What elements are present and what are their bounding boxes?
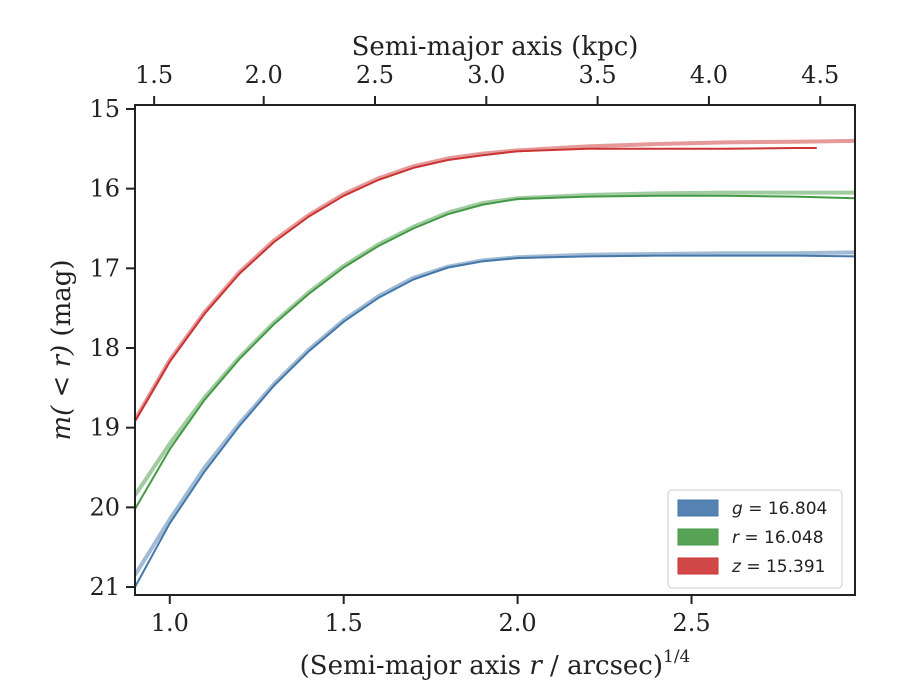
series-z-model-line bbox=[133, 138, 856, 421]
y-tick-label: 15 bbox=[89, 95, 120, 123]
y-tick-label: 18 bbox=[89, 334, 120, 362]
top-x-tick-label: 2.0 bbox=[245, 61, 283, 89]
plot-frame bbox=[134, 104, 856, 596]
top-x-axis: 1.5 2.0 2.5 3.0 3.5 4.0 4.5 bbox=[135, 61, 839, 105]
x-tick-label: 2.0 bbox=[499, 609, 537, 637]
series-g bbox=[133, 250, 856, 588]
series-z bbox=[133, 138, 856, 422]
x-axis: 1.0 1.5 2.0 2.5 bbox=[151, 595, 711, 637]
y-tick-label: 17 bbox=[89, 254, 120, 282]
y-axis: 15 16 17 18 19 20 21 bbox=[89, 95, 135, 601]
legend-swatch-r bbox=[677, 528, 719, 546]
series-g-model-line bbox=[133, 250, 856, 577]
y-tick-label: 21 bbox=[89, 573, 120, 601]
y-axis-title: m( < r) (mag) bbox=[47, 259, 77, 440]
y-tick-label: 20 bbox=[89, 493, 120, 521]
x-tick-label: 2.5 bbox=[672, 609, 710, 637]
top-x-tick-label: 3.5 bbox=[579, 61, 617, 89]
top-x-tick-label: 2.5 bbox=[356, 61, 394, 89]
legend-label-r: r = 16.048 bbox=[732, 528, 824, 548]
legend-swatch-g bbox=[677, 499, 719, 517]
y-tick-label: 16 bbox=[89, 175, 120, 203]
series-r bbox=[133, 190, 856, 510]
legend-label-z: z = 15.391 bbox=[731, 557, 825, 577]
series-r-profile-line bbox=[134, 194, 856, 510]
x-tick-label: 1.5 bbox=[325, 609, 363, 637]
x-tick-label: 1.0 bbox=[151, 609, 189, 637]
top-x-axis-title: Semi-major axis (kpc) bbox=[352, 32, 639, 62]
legend: g = 16.804 r = 16.048 z = 15.391 bbox=[667, 489, 843, 589]
top-x-tick-label: 3.0 bbox=[467, 61, 505, 89]
series-g-profile-line bbox=[134, 254, 856, 588]
series-r-model-line bbox=[133, 190, 855, 497]
top-x-tick-label: 1.5 bbox=[135, 61, 173, 89]
series-z-profile-line bbox=[134, 147, 817, 422]
legend-label-g: g = 16.804 bbox=[732, 499, 827, 519]
top-x-tick-label: 4.5 bbox=[801, 61, 839, 89]
series-layer bbox=[133, 138, 856, 588]
legend-swatch-z bbox=[677, 557, 719, 575]
x-axis-title: (Semi-major axis r / arcsec)1/4 bbox=[300, 647, 691, 681]
y-tick-label: 19 bbox=[89, 414, 120, 442]
top-x-tick-label: 4.0 bbox=[690, 61, 728, 89]
